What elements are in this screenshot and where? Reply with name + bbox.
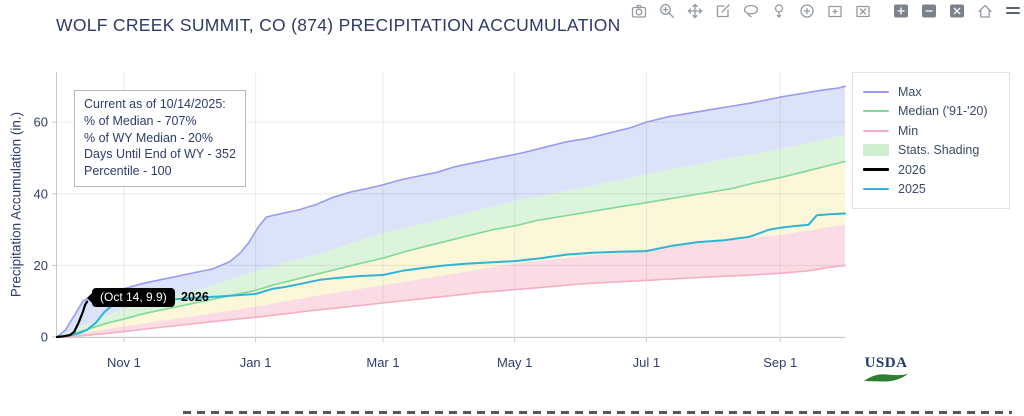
legend-item-2025[interactable]: 2025 [863, 180, 999, 200]
legend-label: Median ('91-'20) [898, 104, 988, 119]
pan-icon[interactable] [685, 1, 704, 20]
x-tick-label: Mar 1 [366, 355, 399, 370]
annotation-line: % of WY Median - 20% [84, 130, 213, 145]
clipped-bottom-element [183, 411, 1012, 414]
series-line-median [56, 160, 846, 338]
band-p70-max [57, 86, 845, 337]
usda-swoosh-icon [864, 374, 908, 382]
box-clear-icon[interactable] [853, 1, 872, 20]
legend-line-swatch [863, 110, 889, 113]
legend-line-swatch [863, 168, 889, 172]
band-median-p70 [57, 134, 845, 337]
series-line-max [56, 85, 846, 338]
annotation-line: Days Until End of WY - 352 [84, 147, 236, 162]
series-line-2026 [55, 300, 89, 339]
x-tick-label: May 1 [497, 355, 532, 370]
zoom-icon[interactable] [657, 1, 676, 20]
y-tick-label: 40 [34, 186, 48, 201]
y-tick-label: 20 [34, 258, 48, 273]
usda-logo: USDA [861, 356, 911, 389]
legend-label: 2026 [898, 162, 926, 177]
y-tick-label: 60 [34, 115, 48, 130]
x-tick-label: Sep 1 [763, 355, 797, 370]
annotation-line: Percentile - 100 [84, 164, 172, 179]
chart-toolbar [629, 1, 1022, 20]
legend-line-swatch [863, 90, 889, 93]
legend-patch-swatch [863, 144, 889, 157]
annotation-line: Current as of 10/14/2025: [84, 97, 226, 111]
legend-item-min[interactable]: Min [863, 121, 999, 141]
tap-icon[interactable] [769, 1, 788, 20]
box-add-icon[interactable] [825, 1, 844, 20]
legend-line-swatch [863, 129, 889, 132]
zoom-in-icon[interactable] [797, 1, 816, 20]
legend-label: Max [898, 84, 922, 99]
legend-item-2026[interactable]: 2026 [863, 160, 999, 180]
legend-item-stats-shading[interactable]: Stats. Shading [863, 141, 999, 161]
legend-label: Min [898, 123, 919, 138]
band-min-p30 [57, 224, 845, 337]
remove-icon[interactable] [919, 1, 938, 20]
y-tick-label: 0 [41, 330, 48, 345]
tooltip-text: (Oct 14, 9.9) [100, 290, 167, 304]
menu-icon[interactable] [1003, 1, 1022, 20]
legend-item-median-91-20[interactable]: Median ('91-'20) [863, 102, 999, 122]
x-tick-label: Jul 1 [633, 355, 660, 370]
x-tick-label: Jan 1 [240, 355, 272, 370]
home-icon[interactable] [975, 1, 994, 20]
lasso-icon[interactable] [741, 1, 760, 20]
page-title: WOLF CREEK SUMMIT, CO (874) PRECIPITATIO… [56, 15, 621, 35]
x-tick-label: Nov 1 [107, 355, 141, 370]
legend-label: 2025 [898, 182, 926, 197]
annotation-line: % of Median - 707% [84, 113, 197, 128]
legend-label: Stats. Shading [898, 143, 980, 158]
legend-item-max[interactable]: Max [863, 82, 999, 102]
y-axis-title: Precipitation Accumulation (in.) [8, 111, 24, 298]
edit-icon[interactable] [713, 1, 732, 20]
close-icon[interactable] [947, 1, 966, 20]
series-line-min [56, 264, 846, 338]
add-icon[interactable] [891, 1, 910, 20]
camera-icon[interactable] [629, 1, 648, 20]
legend: Max Median ('91-'20) Min Stats. Shading 2026… [852, 72, 1010, 209]
legend-line-swatch [863, 188, 889, 191]
stats-annotation-box: Current as of 10/14/2025: % of Median - … [74, 90, 246, 187]
series-label-2026: 2026 [181, 290, 209, 304]
hover-tooltip: (Oct 14, 9.9) [87, 288, 175, 307]
usda-logo-text: USDA [864, 355, 908, 371]
